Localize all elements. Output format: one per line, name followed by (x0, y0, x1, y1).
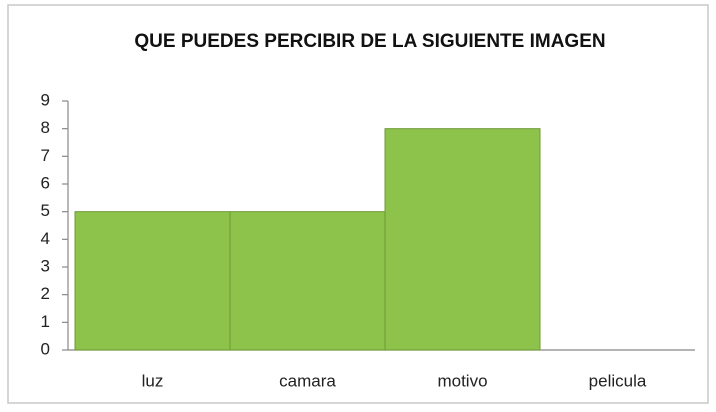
y-tick-label: 3 (41, 256, 50, 275)
y-tick-label: 9 (41, 90, 50, 109)
y-tick-label: 5 (41, 201, 50, 220)
chart-title: QUE PUEDES PERCIBIR DE LA SIGUIENTE IMAG… (134, 31, 606, 52)
x-tick-label: luz (142, 371, 164, 390)
y-tick-label: 6 (41, 173, 50, 192)
x-tick-label: motivo (437, 371, 487, 390)
x-tick-label: camara (279, 371, 336, 390)
y-tick-label: 4 (41, 229, 50, 248)
y-tick-label: 7 (41, 146, 50, 165)
y-tick-label: 2 (41, 284, 50, 303)
bar (74, 211, 231, 351)
y-tick-label: 1 (41, 312, 50, 331)
bar (384, 128, 541, 351)
y-tick-label: 8 (41, 118, 50, 137)
bar (229, 211, 386, 351)
y-tick-label: 0 (41, 339, 50, 358)
x-tick-label: pelicula (589, 371, 647, 390)
